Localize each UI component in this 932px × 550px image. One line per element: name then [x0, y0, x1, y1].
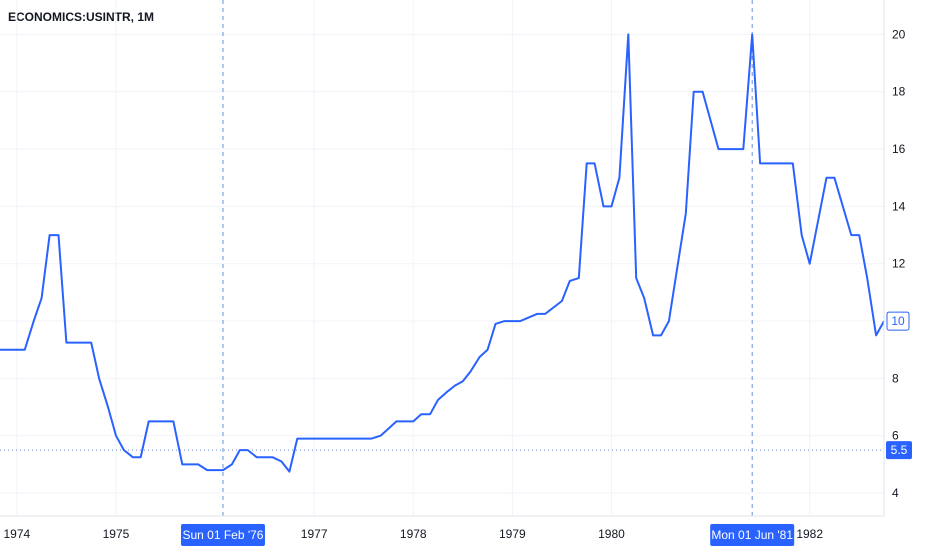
crosshair-price-badge [886, 441, 912, 460]
x-tick-label: 1979 [499, 527, 526, 541]
x-tick-label: 1975 [103, 527, 130, 541]
x-tick-label: 1974 [3, 527, 30, 541]
x-axis[interactable]: 1974 1975 1977 1978 1979 1980 1982 [0, 515, 884, 541]
y-tick-label: 18 [892, 85, 906, 99]
x-tick-label: 1980 [598, 527, 625, 541]
y-tick-label: 4 [892, 486, 899, 500]
x-tick-label: 1982 [796, 527, 823, 541]
last-value-label: 10 [891, 314, 905, 328]
crosshair-date-label: Sun 01 Feb '76 [182, 528, 263, 542]
crosshair-price-label: 5.5 [891, 443, 908, 457]
y-tick-label: 12 [892, 257, 906, 271]
y-tick-label: 14 [892, 199, 906, 213]
y-tick-label: 6 [892, 429, 899, 443]
series-line[interactable] [0, 33, 885, 473]
y-axis[interactable]: 4 6 8 10 12 14 16 18 20 [883, 0, 906, 516]
crosshair-date-badge [180, 524, 265, 546]
series-layer [0, 33, 885, 473]
crosshair-date-badge [710, 524, 795, 546]
x-tick-label: 1977 [301, 527, 328, 541]
y-tick-label: 16 [892, 142, 906, 156]
y-tick-label: 8 [892, 371, 899, 385]
y-tick-label: 20 [892, 27, 906, 41]
crosshair-date-label: Mon 01 Jun '81 [711, 528, 793, 542]
crosshair-lines [0, 0, 884, 516]
axis-badges: 10 5.5 Sun 01 Feb '76 Mon 01 Jun '81 [180, 311, 912, 546]
x-tick-label: 1978 [400, 527, 427, 541]
last-value-badge [886, 311, 910, 331]
grid-lines [0, 0, 884, 516]
chart-title: ECONOMICS:USINTR, 1M [8, 10, 155, 24]
